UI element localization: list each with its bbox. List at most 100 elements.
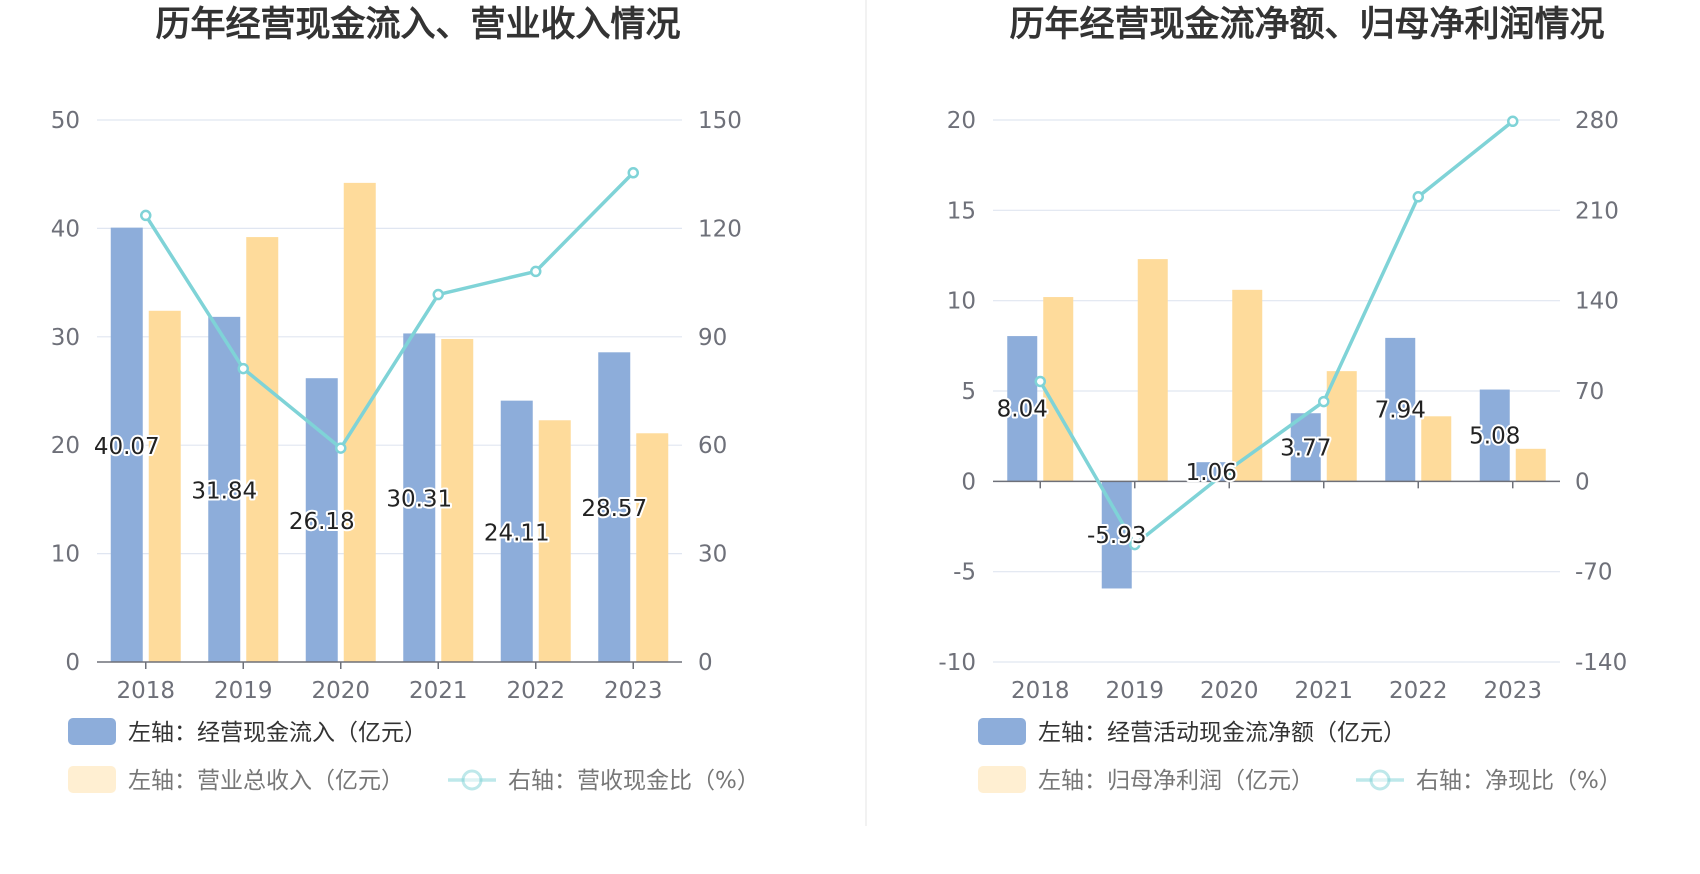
c2-right-tick-label: -70: [1575, 560, 1613, 586]
c2-legend-swatch[interactable]: [978, 718, 1026, 745]
c2-data-label: 3.77: [1280, 435, 1331, 461]
c1-left-tick-label: 0: [65, 650, 80, 676]
c1-right-tick-label: 60: [698, 433, 727, 459]
c1-left-tick-label: 50: [51, 108, 80, 134]
c1-bar-blue[interactable]: [208, 316, 241, 662]
c1-x-tick-label: 2020: [311, 678, 370, 704]
c1-line-point[interactable]: [530, 265, 542, 278]
c2-data-label: -5.93: [1087, 523, 1147, 549]
c1-bar-orange[interactable]: [538, 420, 571, 662]
c2-left-tick-label: 10: [947, 289, 976, 315]
c1-x-tick-label: 2023: [604, 678, 663, 704]
c2-bar-orange[interactable]: [1515, 448, 1546, 482]
c1-bar-orange[interactable]: [148, 310, 181, 662]
c2-line-point[interactable]: [1034, 375, 1046, 388]
c1-line-point[interactable]: [627, 167, 639, 179]
c1-x-tick-label: 2019: [214, 678, 273, 704]
c2-left-tick-label: -10: [938, 650, 976, 676]
c2-x-tick-label: 2019: [1105, 678, 1164, 704]
c1-data-label: 40.07: [94, 434, 160, 460]
c2-right-tick-label: 210: [1575, 198, 1619, 224]
c1-x-tick-label: 2022: [506, 678, 565, 704]
c2-x-tick-label: 2018: [1011, 678, 1070, 704]
c2-bar-orange[interactable]: [1421, 416, 1452, 482]
c2-line-point[interactable]: [1129, 538, 1141, 551]
c1-data-label: 26.18: [289, 509, 355, 535]
c1-legend-swatch[interactable]: [68, 766, 116, 793]
c2-bar-orange[interactable]: [1137, 259, 1168, 482]
c1-left-tick-label: 40: [51, 216, 80, 242]
c2-right-tick-label: 0: [1575, 469, 1590, 495]
c1-legend-swatch[interactable]: [68, 718, 116, 745]
c1-left-tick-label: 10: [51, 542, 80, 568]
c2-bar-orange[interactable]: [1232, 289, 1263, 482]
c1-data-label: 30.31: [386, 487, 452, 513]
c2-line-point[interactable]: [1223, 463, 1235, 476]
c1-bar-blue[interactable]: [500, 400, 533, 662]
c1-line-point[interactable]: [335, 442, 347, 454]
c2-line-series: [1038, 119, 1514, 547]
c1-right-tick-label: 30: [698, 542, 727, 568]
c1-legend-marker-icon[interactable]: [461, 769, 483, 791]
c1-legend-label[interactable]: 左轴：经营现金流入（亿元）: [128, 720, 427, 746]
c2-bar-orange[interactable]: [1043, 297, 1074, 482]
c1-data-label: 28.57: [581, 496, 647, 522]
c1-left-tick-label: 20: [51, 433, 80, 459]
c1-bar-orange[interactable]: [636, 433, 669, 662]
c2-bar-blue[interactable]: [1290, 413, 1321, 482]
c1-line-series: [144, 171, 635, 450]
c2-data-label: 1.06: [1186, 460, 1237, 486]
c1-line-point[interactable]: [237, 362, 249, 375]
c1-x-tick-label: 2021: [409, 678, 468, 704]
c1-right-tick-label: 0: [698, 650, 713, 676]
c1-x-tick-label: 2018: [116, 678, 175, 704]
c2-left-tick-label: -5: [953, 560, 976, 586]
c2-legend-label[interactable]: 左轴：经营活动现金流净额（亿元）: [1038, 720, 1406, 746]
c1-bar-blue[interactable]: [403, 333, 436, 662]
c1-bar-blue[interactable]: [598, 352, 631, 662]
c2-left-tick-label: 5: [961, 379, 976, 405]
c1-bar-orange[interactable]: [246, 237, 279, 662]
c1-legend-label[interactable]: 右轴：营收现金比（%）: [508, 768, 760, 794]
c2-x-tick-label: 2023: [1483, 678, 1542, 704]
c2-x-tick-label: 2022: [1389, 678, 1448, 704]
c1-right-tick-label: 90: [698, 325, 727, 351]
c1-data-label: 24.11: [484, 520, 550, 546]
c1-bar-blue[interactable]: [110, 227, 143, 662]
c2-data-label: 5.08: [1469, 423, 1520, 449]
c2-legend-marker-icon[interactable]: [1369, 769, 1391, 791]
c1-bar-orange[interactable]: [441, 338, 474, 662]
c2-left-tick-label: 20: [947, 108, 976, 134]
c2-x-tick-label: 2020: [1200, 678, 1259, 704]
c1-line-point[interactable]: [432, 288, 444, 301]
c2-bar-orange[interactable]: [1326, 371, 1357, 482]
c2-legend-swatch[interactable]: [978, 766, 1026, 793]
c1-right-tick-label: 150: [698, 108, 742, 134]
c1-right-tick-label: 120: [698, 216, 742, 242]
c1-legend-label[interactable]: 左轴：营业总收入（亿元）: [128, 768, 404, 794]
c1-data-label: 31.84: [191, 478, 257, 504]
c2-right-tick-label: 140: [1575, 289, 1619, 315]
c2-line-point[interactable]: [1507, 115, 1519, 128]
c1-line-point[interactable]: [140, 209, 152, 222]
c2-chart-title: 历年经营现金流净额、归母净利润情况: [1009, 4, 1604, 45]
c2-left-tick-label: 0: [961, 469, 976, 495]
c1-left-tick-label: 30: [51, 325, 80, 351]
c2-right-tick-label: 70: [1575, 379, 1604, 405]
c2-right-tick-label: -140: [1575, 650, 1627, 676]
c2-data-label: 8.04: [997, 397, 1048, 423]
c2-left-tick-label: 15: [947, 198, 976, 224]
c2-legend-label[interactable]: 左轴：归母净利润（亿元）: [1038, 768, 1314, 794]
c2-line-point[interactable]: [1318, 395, 1330, 408]
c2-line-point[interactable]: [1412, 191, 1424, 203]
c2-data-label: 7.94: [1375, 398, 1426, 424]
c2-bar-blue[interactable]: [1007, 336, 1038, 482]
c2-bar-blue[interactable]: [1385, 337, 1416, 482]
c1-chart-title: 历年经营现金流入、营业收入情况: [155, 4, 680, 45]
c2-right-tick-label: 280: [1575, 108, 1619, 134]
c2-legend-label[interactable]: 右轴：净现比（%）: [1416, 768, 1622, 794]
c1-bar-orange[interactable]: [343, 182, 376, 662]
c2-bar-blue[interactable]: [1479, 389, 1510, 482]
c2-x-tick-label: 2021: [1294, 678, 1353, 704]
